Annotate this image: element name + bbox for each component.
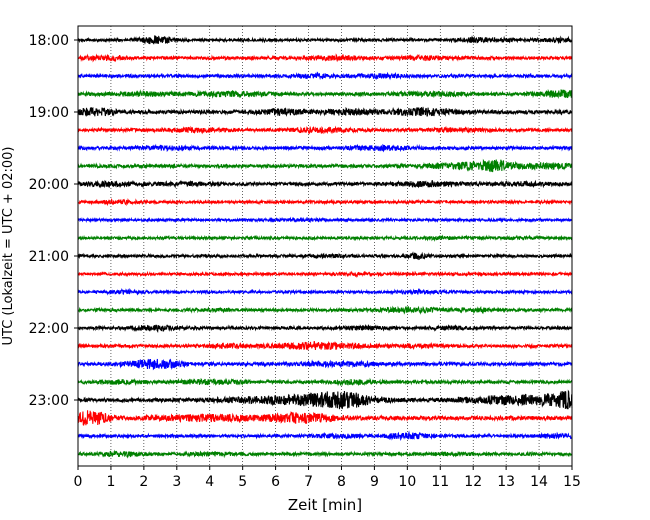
x-axis-label: Zeit [min] [288,496,362,514]
trace-1900 [77,106,573,118]
seismic-traces [77,35,573,459]
trace-1845 [77,88,573,100]
x-tick-label-9: 9 [370,474,379,490]
x-tick-label-7: 7 [304,474,313,490]
y-tick-label-21:00: 21:00 [29,249,69,265]
trace-2130 [77,287,573,296]
x-tick-label-8: 8 [337,474,346,490]
x-tick-label-1: 1 [106,474,115,490]
trace-2215 [77,340,573,351]
x-axis-ticks: 0 1 2 3 4 5 6 7 8 9 10 11 12 13 14 15 [74,466,581,490]
trace-1800 [77,35,573,45]
trace-2230 [77,358,573,371]
trace-1945 [77,158,573,173]
x-tick-label-10: 10 [398,474,416,490]
trace-2145 [77,305,573,315]
x-tick-label-15: 15 [563,474,581,490]
trace-2100 [77,251,573,261]
x-tick-label-5: 5 [238,474,247,490]
trace-2330 [77,430,573,442]
y-tick-label-20:00: 20:00 [29,177,69,193]
vertical-grid [110,26,540,466]
y-tick-label-18:00: 18:00 [29,33,69,49]
trace-1930 [77,143,573,153]
trace-2015 [77,197,573,207]
x-tick-label-14: 14 [530,474,548,490]
trace-2315 [77,410,573,426]
x-tick-label-0: 0 [74,474,83,490]
x-tick-label-3: 3 [172,474,181,490]
x-tick-label-13: 13 [497,474,515,490]
trace-1815 [77,53,573,63]
x-tick-label-11: 11 [431,474,449,490]
trace-2300 [77,389,573,410]
trace-2045 [77,234,573,242]
x-tick-label-12: 12 [464,474,482,490]
trace-2245 [77,377,573,387]
trace-2200 [77,323,573,334]
trace-2345 [77,449,573,459]
trace-1830 [77,71,573,81]
y-axis-ticks: 18:00 19:00 20:00 21:00 22:00 23:00 [29,33,78,409]
plot-frame [77,25,573,467]
trace-2115 [77,270,573,278]
y-axis-label: UTC (Lokalzeit = UTC + 02:00) [1,147,16,346]
y-tick-label-23:00: 23:00 [29,393,69,409]
trace-1915 [77,125,573,135]
trace-2000 [77,179,573,189]
trace-2030 [77,216,573,224]
y-tick-label-22:00: 22:00 [29,321,69,337]
y-tick-label-19:00: 19:00 [29,105,69,121]
x-tick-label-2: 2 [139,474,148,490]
x-tick-label-6: 6 [271,474,280,490]
x-tick-label-4: 4 [205,474,214,490]
